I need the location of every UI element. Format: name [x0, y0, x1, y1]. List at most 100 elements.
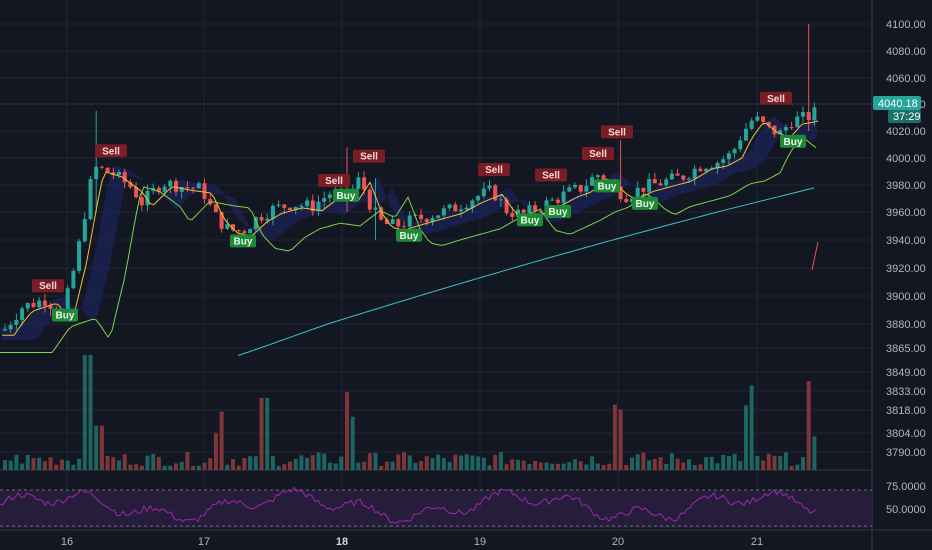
- current-price-label: 4040.18: [878, 98, 918, 110]
- price-tick-label: 3833.00: [886, 386, 926, 398]
- time-axis[interactable]: 16 17 18 19 20 21: [61, 536, 763, 548]
- buy-signal: Buy: [632, 196, 658, 210]
- volume-bar: [242, 458, 247, 470]
- volume-bar: [698, 464, 703, 470]
- candle-body: [14, 320, 19, 325]
- price-tick-label: 3900.00: [886, 291, 926, 303]
- volume-bar: [174, 463, 178, 470]
- signal-label: Sell: [102, 146, 120, 157]
- candle-body: [82, 219, 87, 242]
- candle-body: [191, 187, 196, 189]
- signal-label: Sell: [360, 152, 378, 163]
- volume-bar: [464, 454, 469, 470]
- volume-bar: [744, 405, 748, 470]
- price-axis[interactable]: 4100.004080.004060.004040.004020.004000.…: [886, 19, 926, 516]
- sell-signal: Sell: [95, 144, 127, 158]
- volume-bar: [669, 453, 674, 470]
- volume-bar: [573, 459, 577, 470]
- volume-bar: [555, 463, 560, 470]
- volume-bar: [20, 463, 25, 470]
- signal-label: Buy: [234, 236, 253, 247]
- volume-bar: [77, 458, 82, 470]
- candle-body: [698, 168, 703, 172]
- signal-label: Buy: [56, 311, 75, 322]
- candle-body: [447, 204, 452, 209]
- candle-body: [441, 208, 446, 216]
- candle-body: [390, 219, 395, 224]
- candle-body: [310, 200, 315, 212]
- ma-slow-line: [237, 187, 815, 356]
- candle-body: [493, 185, 498, 201]
- candle-body: [561, 191, 566, 203]
- signal-label: Buy: [784, 137, 803, 148]
- candle-body: [88, 179, 93, 220]
- candle-body: [139, 197, 144, 206]
- sell-signal: Sell: [760, 91, 792, 105]
- candle-body: [578, 184, 583, 192]
- volume-bar: [470, 455, 475, 470]
- candle-body: [516, 209, 520, 217]
- candle-body: [584, 185, 589, 192]
- volume-bar: [704, 457, 709, 470]
- signal-label: Buy: [337, 191, 356, 202]
- candle-body: [801, 111, 805, 117]
- sell-signal: Sell: [32, 279, 64, 293]
- candle-body: [37, 300, 42, 308]
- volume-bar: [128, 464, 133, 470]
- volume-bar: [476, 456, 481, 470]
- volume-bar: [544, 462, 549, 470]
- candle-body: [635, 187, 640, 199]
- countdown-label: 37:29: [893, 111, 921, 123]
- volume-bar: [231, 459, 235, 470]
- candle-body: [219, 212, 224, 229]
- candle-body: [550, 199, 555, 201]
- volume-bar: [481, 457, 486, 470]
- volume-bar: [151, 453, 156, 470]
- candle-body: [94, 166, 99, 180]
- candle-body: [744, 128, 748, 141]
- volume-bar: [191, 465, 196, 470]
- candle-body: [396, 219, 401, 227]
- candle-body: [721, 159, 726, 163]
- volume-bar: [42, 461, 47, 470]
- price-tick-label: 4080.00: [886, 46, 926, 58]
- price-tag-bg: [873, 96, 921, 110]
- candle-body: [122, 171, 127, 183]
- volume-bar: [806, 380, 811, 470]
- buy-signal: Buy: [396, 228, 422, 242]
- candle-body: [453, 204, 458, 212]
- volume-bar: [333, 463, 338, 470]
- candle-body: [42, 300, 47, 306]
- volume-bar: [31, 457, 36, 470]
- price-tick-label: 3880.00: [886, 319, 926, 331]
- volume-bar: [601, 465, 606, 470]
- candle-body: [555, 199, 560, 203]
- volume-bar: [48, 457, 53, 470]
- price-tick-label: 4100.00: [886, 19, 926, 31]
- volume-bar: [578, 461, 583, 470]
- candle-body: [225, 224, 230, 229]
- candle-body: [208, 199, 213, 205]
- volume-bar: [82, 355, 87, 470]
- time-tick-label: 21: [751, 536, 763, 548]
- volume-bar: [390, 461, 395, 470]
- candle-body: [379, 207, 384, 220]
- volume-bar: [430, 458, 435, 470]
- candle-body: [470, 200, 475, 208]
- signal-label: Sell: [608, 127, 626, 138]
- candle-body: [618, 186, 623, 200]
- signal-label: Sell: [542, 171, 560, 182]
- volume-bar: [236, 465, 241, 470]
- volume-bar: [299, 455, 304, 470]
- candle-body: [156, 187, 161, 192]
- volume-bar: [8, 460, 13, 470]
- candle-body: [726, 153, 731, 160]
- moving-averages: [0, 120, 819, 356]
- volume-bar: [362, 461, 367, 470]
- candle-body: [806, 111, 811, 121]
- volume-bar: [156, 456, 161, 470]
- ma-mid-line: [0, 137, 817, 353]
- candle-body: [533, 205, 538, 212]
